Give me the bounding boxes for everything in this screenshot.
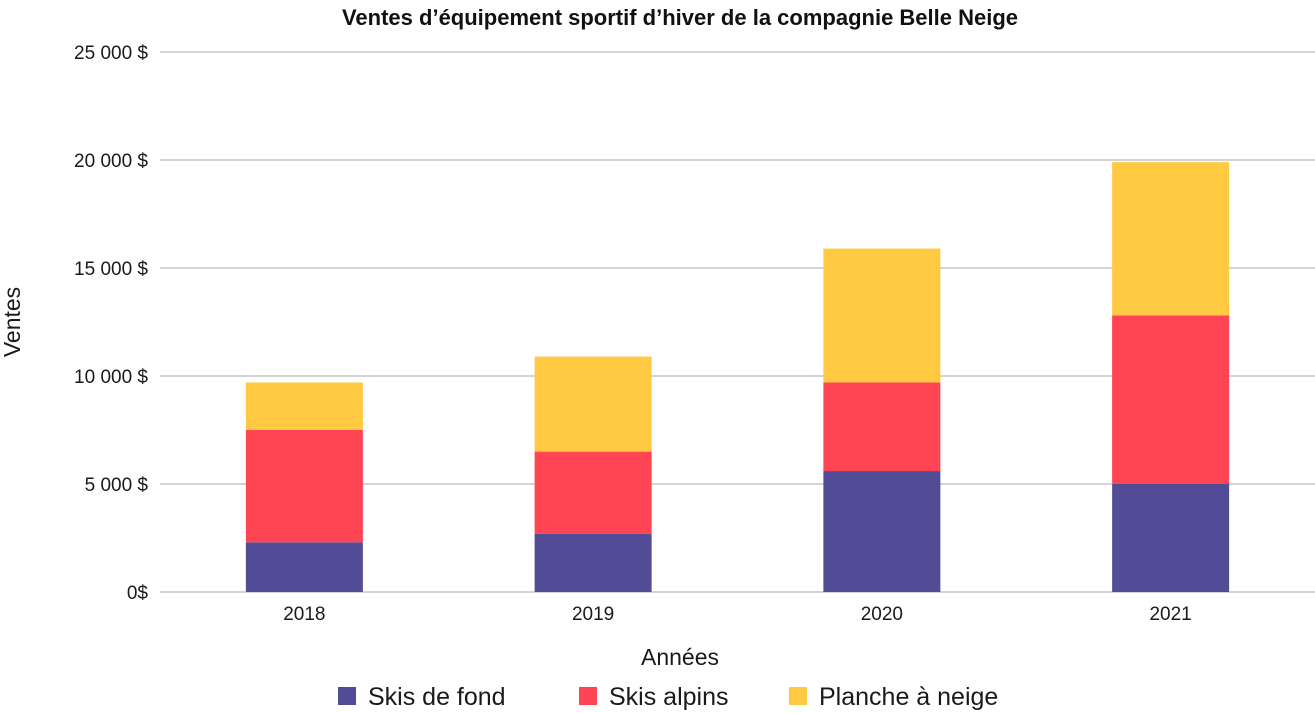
y-tick-label: 0$ [127,583,149,604]
y-tick-label: 5 000 $ [85,475,149,496]
bar-segment-2019-1 [534,451,652,534]
bar-segment-2020-2 [823,248,941,383]
y-axis-label: Ventes [0,287,25,357]
bar-segment-2021-2 [1112,162,1230,316]
bar-segment-2018-0 [245,542,363,592]
y-tick-label: 15 000 $ [74,259,148,280]
bar-segment-2019-0 [534,533,652,592]
legend-swatch [338,687,356,705]
bar-segment-2021-1 [1112,315,1230,484]
x-tick-label: 2018 [283,604,325,625]
x-axis-label: Années [641,644,719,670]
bars [245,162,1230,592]
bar-segment-2018-2 [245,382,363,430]
chart-title: Ventes d’équipement sportif d’hiver de l… [342,5,1018,30]
legend-label: Planche à neige [819,683,998,711]
bar-segment-2018-1 [245,430,363,543]
legend-swatch [789,687,807,705]
x-tick-label: 2019 [572,604,614,625]
legend-swatch [579,687,597,705]
bar-segment-2020-0 [823,471,941,592]
y-tick-label: 10 000 $ [74,367,148,388]
y-tick-labels: 0$ 5 000 $ 10 000 $ 15 000 $ 20 000 $ 25 000 … [74,43,148,604]
y-tick-label: 20 000 $ [74,151,148,172]
bar-segment-2021-0 [1112,484,1230,592]
x-tick-labels: 2018 2019 2020 2021 [283,604,1192,625]
x-tick-label: 2021 [1149,604,1191,625]
legend-label: Skis de fond [368,683,506,711]
bar-segment-2020-1 [823,382,941,472]
bar-segment-2019-2 [534,356,652,452]
y-tick-label: 25 000 $ [74,43,148,64]
x-tick-label: 2020 [861,604,903,625]
legend-label: Skis alpins [609,683,729,711]
legend: Skis de fond Skis alpins Planche à neige [338,683,998,711]
